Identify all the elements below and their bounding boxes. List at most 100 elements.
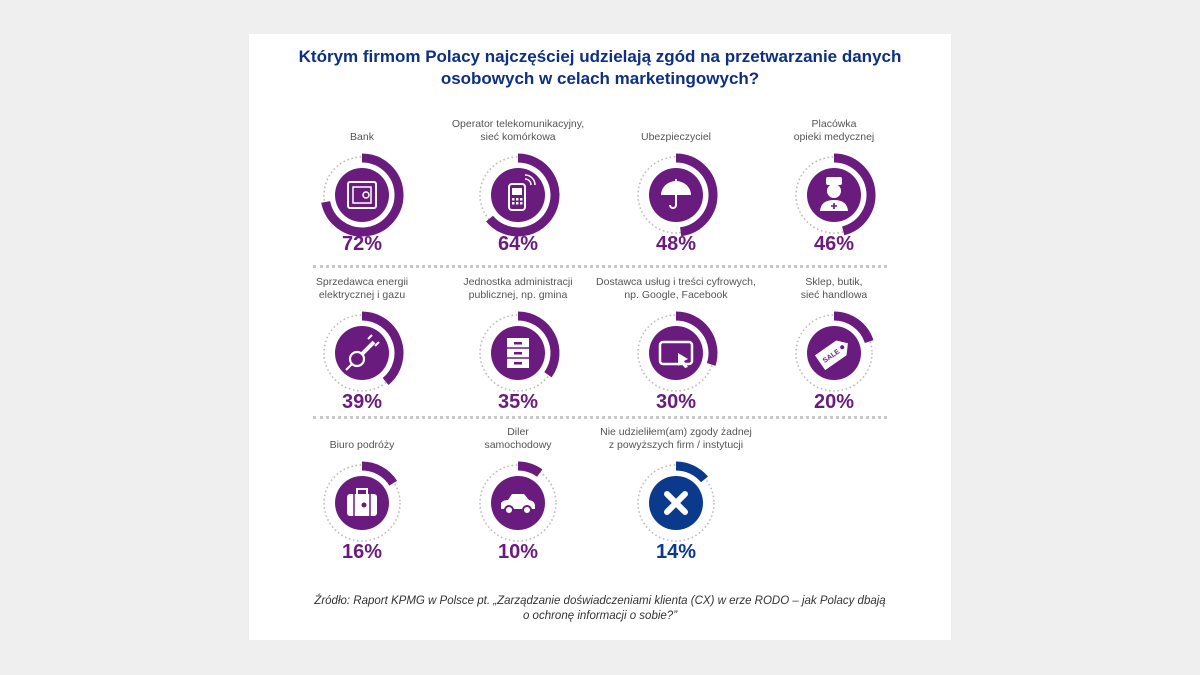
suitcase-icon	[347, 488, 377, 516]
radial-gauge	[321, 153, 404, 237]
item-label: Placówka opieki medycznej	[749, 112, 919, 144]
item-percentage: 14%	[655, 541, 697, 563]
title-line-2: osobowych w celach marketingowych?	[440, 69, 760, 88]
gauge-value-arc	[833, 153, 876, 236]
radial-gauge: SALE	[795, 311, 874, 392]
gauge-value-arc	[517, 311, 560, 378]
item-label-line-1: Ubezpieczyciel	[640, 131, 712, 143]
radial-gauge	[637, 153, 718, 237]
gauge-value-arc	[675, 461, 708, 483]
radial-gauge	[637, 461, 715, 542]
gauge-value-arc	[486, 153, 560, 237]
x-icon	[664, 491, 688, 515]
chart-item: Sprzedawca energii elektrycznej i gazu 39%	[277, 270, 447, 420]
item-label-line-1: Bank	[350, 131, 374, 143]
gauge-value-arc	[361, 311, 404, 385]
item-label-line-2: elektrycznej i gazu	[318, 289, 406, 301]
gauge-value-arc	[361, 461, 398, 486]
gauge-track	[795, 314, 873, 392]
gauge-track	[479, 464, 557, 542]
radial-gauge	[637, 311, 718, 392]
item-percentage: 35%	[497, 391, 539, 413]
gauge-track	[323, 464, 401, 542]
item-label-line-1: Sprzedawca energii	[315, 276, 409, 288]
safe-icon	[347, 181, 377, 209]
chart-item: Nie udzieliłem(am) zgody żadnej z powyższ…	[591, 420, 761, 570]
radial-gauge	[479, 461, 557, 542]
item-label-line-2: publicznej, np. gmina	[468, 289, 568, 301]
radial-gauge	[323, 461, 401, 542]
item-label-line-1: Placówka	[811, 118, 857, 130]
radial-gauge	[323, 311, 404, 392]
source-line-1: Źródło: Raport KPMG w Polsce pt. „Zarząd…	[314, 595, 886, 607]
item-label-line-2: z powyższych firm / instytucji	[608, 439, 744, 451]
chart-item: Sklep, butik, sieć handlowa SALE 20%	[749, 270, 919, 420]
chart-title: Którym firmom Polacy najczęściej udziela…	[249, 46, 951, 90]
umbrella-icon	[661, 179, 691, 209]
item-percentage: 16%	[341, 541, 383, 563]
chart-item: Dostawca usług i treści cyfrowych, np. Go…	[591, 270, 761, 420]
item-label: Biuro podróży	[277, 420, 447, 452]
item-label: Operator telekomunikacyjny, sieć komórkow…	[433, 112, 603, 144]
item-percentage: 46%	[813, 233, 855, 255]
item-label: Ubezpieczyciel	[591, 112, 761, 144]
plug-icon	[345, 334, 380, 371]
chart-item: Bank 72%	[277, 112, 447, 262]
item-label-line-1: Diler	[507, 426, 529, 438]
gauge-value-arc	[833, 311, 874, 344]
chart-item: Diler samochodowy 10%	[433, 420, 603, 570]
item-label-line-2: sieć komórkowa	[480, 131, 556, 143]
item-label: Dostawca usług i treści cyfrowych, np. Go…	[591, 270, 761, 302]
item-label: Bank	[277, 112, 447, 144]
gauge-value-arc	[517, 461, 543, 477]
item-label-line-2: opieki medycznej	[793, 131, 875, 143]
item-label: Nie udzieliłem(am) zgody żadnej z powyższ…	[591, 420, 761, 452]
gauge-center	[649, 326, 703, 380]
gauge-value-arc	[675, 153, 718, 237]
item-label-line-1: Jednostka administracji	[463, 276, 573, 288]
title-line-1: Którym firmom Polacy najczęściej udziela…	[298, 47, 902, 66]
source-note: Źródło: Raport KPMG w Polsce pt. „Zarząd…	[279, 594, 921, 624]
nurse-icon	[820, 177, 848, 211]
mobile-phone-icon	[508, 174, 536, 211]
gauge-value-arc	[675, 311, 718, 366]
item-label-line-2: samochodowy	[484, 439, 552, 451]
item-label: Jednostka administracji publicznej, np. g…	[433, 270, 603, 302]
filing-cabinet-icon	[507, 338, 529, 368]
chart-item: Ubezpieczyciel 48%	[591, 112, 761, 262]
item-label-line-1: Dostawca usług i treści cyfrowych,	[596, 276, 756, 288]
item-label-line-1: Sklep, butik,	[805, 276, 863, 288]
item-percentage: 48%	[655, 233, 697, 255]
radial-gauge	[479, 153, 560, 237]
infographic-card: Którym firmom Polacy najczęściej udziela…	[249, 34, 951, 640]
item-label-line-1: Biuro podróży	[329, 439, 395, 451]
gauge-center	[335, 168, 389, 222]
chart-item: Placówka opieki medycznej 46%	[749, 112, 919, 262]
chart-item: Jednostka administracji publicznej, np. g…	[433, 270, 603, 420]
item-label-line-2: sieć handlowa	[800, 289, 868, 301]
sale-tag-icon: SALE	[814, 340, 848, 371]
row-separator	[313, 416, 887, 419]
item-label: Sklep, butik, sieć handlowa	[749, 270, 919, 302]
item-label-line-1: Nie udzieliłem(am) zgody żadnej	[600, 426, 752, 438]
tablet-touch-icon	[658, 340, 694, 368]
source-line-2: o ochronę informacji o sobie?”	[522, 610, 678, 622]
item-percentage: 39%	[341, 391, 383, 413]
radial-gauge	[795, 153, 876, 236]
chart-item: Operator telekomunikacyjny, sieć komórkow…	[433, 112, 603, 262]
item-label: Diler samochodowy	[433, 420, 603, 452]
row-separator	[313, 265, 887, 268]
item-label-line-1: Operator telekomunikacyjny,	[451, 118, 585, 130]
item-percentage: 20%	[813, 391, 855, 413]
item-label-line-2: np. Google, Facebook	[624, 289, 728, 301]
gauge-value-arc	[321, 153, 404, 237]
item-percentage: 64%	[497, 233, 539, 255]
item-percentage: 72%	[341, 233, 383, 255]
radial-gauge	[479, 311, 560, 392]
gauge-track	[637, 464, 715, 542]
item-label: Sprzedawca energii elektrycznej i gazu	[277, 270, 447, 302]
item-percentage: 30%	[655, 391, 697, 413]
item-percentage: 10%	[497, 541, 539, 563]
chart-item: Biuro podróży 16%	[277, 420, 447, 570]
car-icon	[501, 494, 535, 515]
